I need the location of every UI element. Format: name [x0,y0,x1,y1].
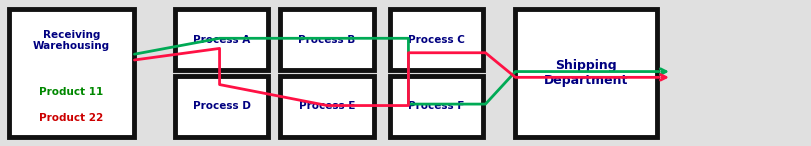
FancyBboxPatch shape [174,76,268,137]
Text: Process A: Process A [193,35,250,45]
FancyBboxPatch shape [515,9,656,137]
FancyBboxPatch shape [280,76,373,137]
Text: Product 22: Product 22 [40,113,104,124]
Text: Process D: Process D [192,101,251,111]
Text: Product 11: Product 11 [40,87,104,98]
FancyBboxPatch shape [174,9,268,70]
Text: Shipping
Department: Shipping Department [543,59,628,87]
Text: Receiving
Warehousing: Receiving Warehousing [33,30,110,51]
FancyBboxPatch shape [9,9,135,137]
FancyBboxPatch shape [280,9,373,70]
Text: Process C: Process C [407,35,464,45]
Text: Process E: Process E [298,101,354,111]
FancyBboxPatch shape [389,9,483,70]
FancyBboxPatch shape [389,76,483,137]
Text: Process F: Process F [408,101,464,111]
Text: Process B: Process B [298,35,355,45]
